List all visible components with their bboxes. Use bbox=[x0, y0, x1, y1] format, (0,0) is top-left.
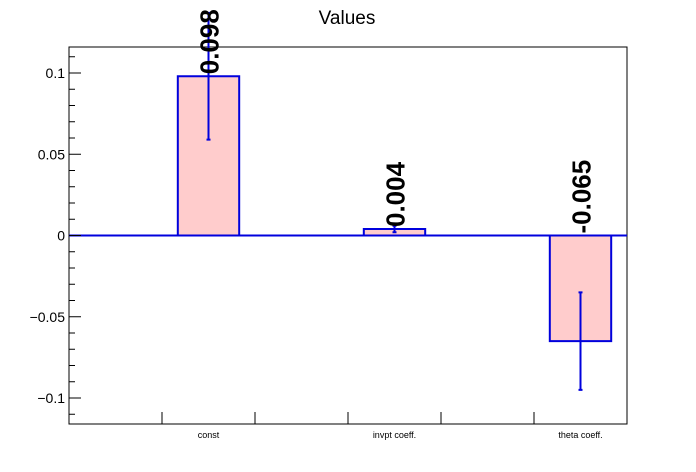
y-tick-label-0: −0.1 bbox=[37, 390, 65, 406]
chart-title: Values bbox=[319, 8, 376, 29]
y-tick-label-1: −0.05 bbox=[30, 309, 66, 325]
bars-layer bbox=[176, 11, 613, 391]
data-label-2: -0.065 bbox=[567, 160, 597, 234]
y-tick-label-2: 0 bbox=[57, 228, 65, 244]
axes-layer bbox=[69, 56, 627, 424]
y-tick-label-3: 0.05 bbox=[38, 146, 65, 162]
category-label-2: theta coeff. bbox=[558, 430, 602, 440]
data-label-0: 0.098 bbox=[195, 9, 225, 74]
labels-layer: 0.098 const 0.004 invpt coeff. -0.065 theta c… bbox=[30, 9, 603, 440]
category-label-0: const bbox=[198, 430, 220, 440]
y-tick-label-4: 0.1 bbox=[46, 65, 66, 81]
category-label-1: invpt coeff. bbox=[373, 430, 416, 440]
data-label-1: 0.004 bbox=[381, 161, 411, 227]
